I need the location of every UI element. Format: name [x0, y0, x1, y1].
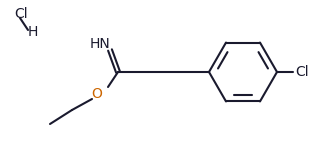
Text: HN: HN [90, 37, 110, 51]
Text: Cl: Cl [295, 65, 309, 79]
Text: Cl: Cl [14, 7, 28, 21]
Text: O: O [92, 87, 102, 101]
Text: H: H [28, 25, 38, 39]
